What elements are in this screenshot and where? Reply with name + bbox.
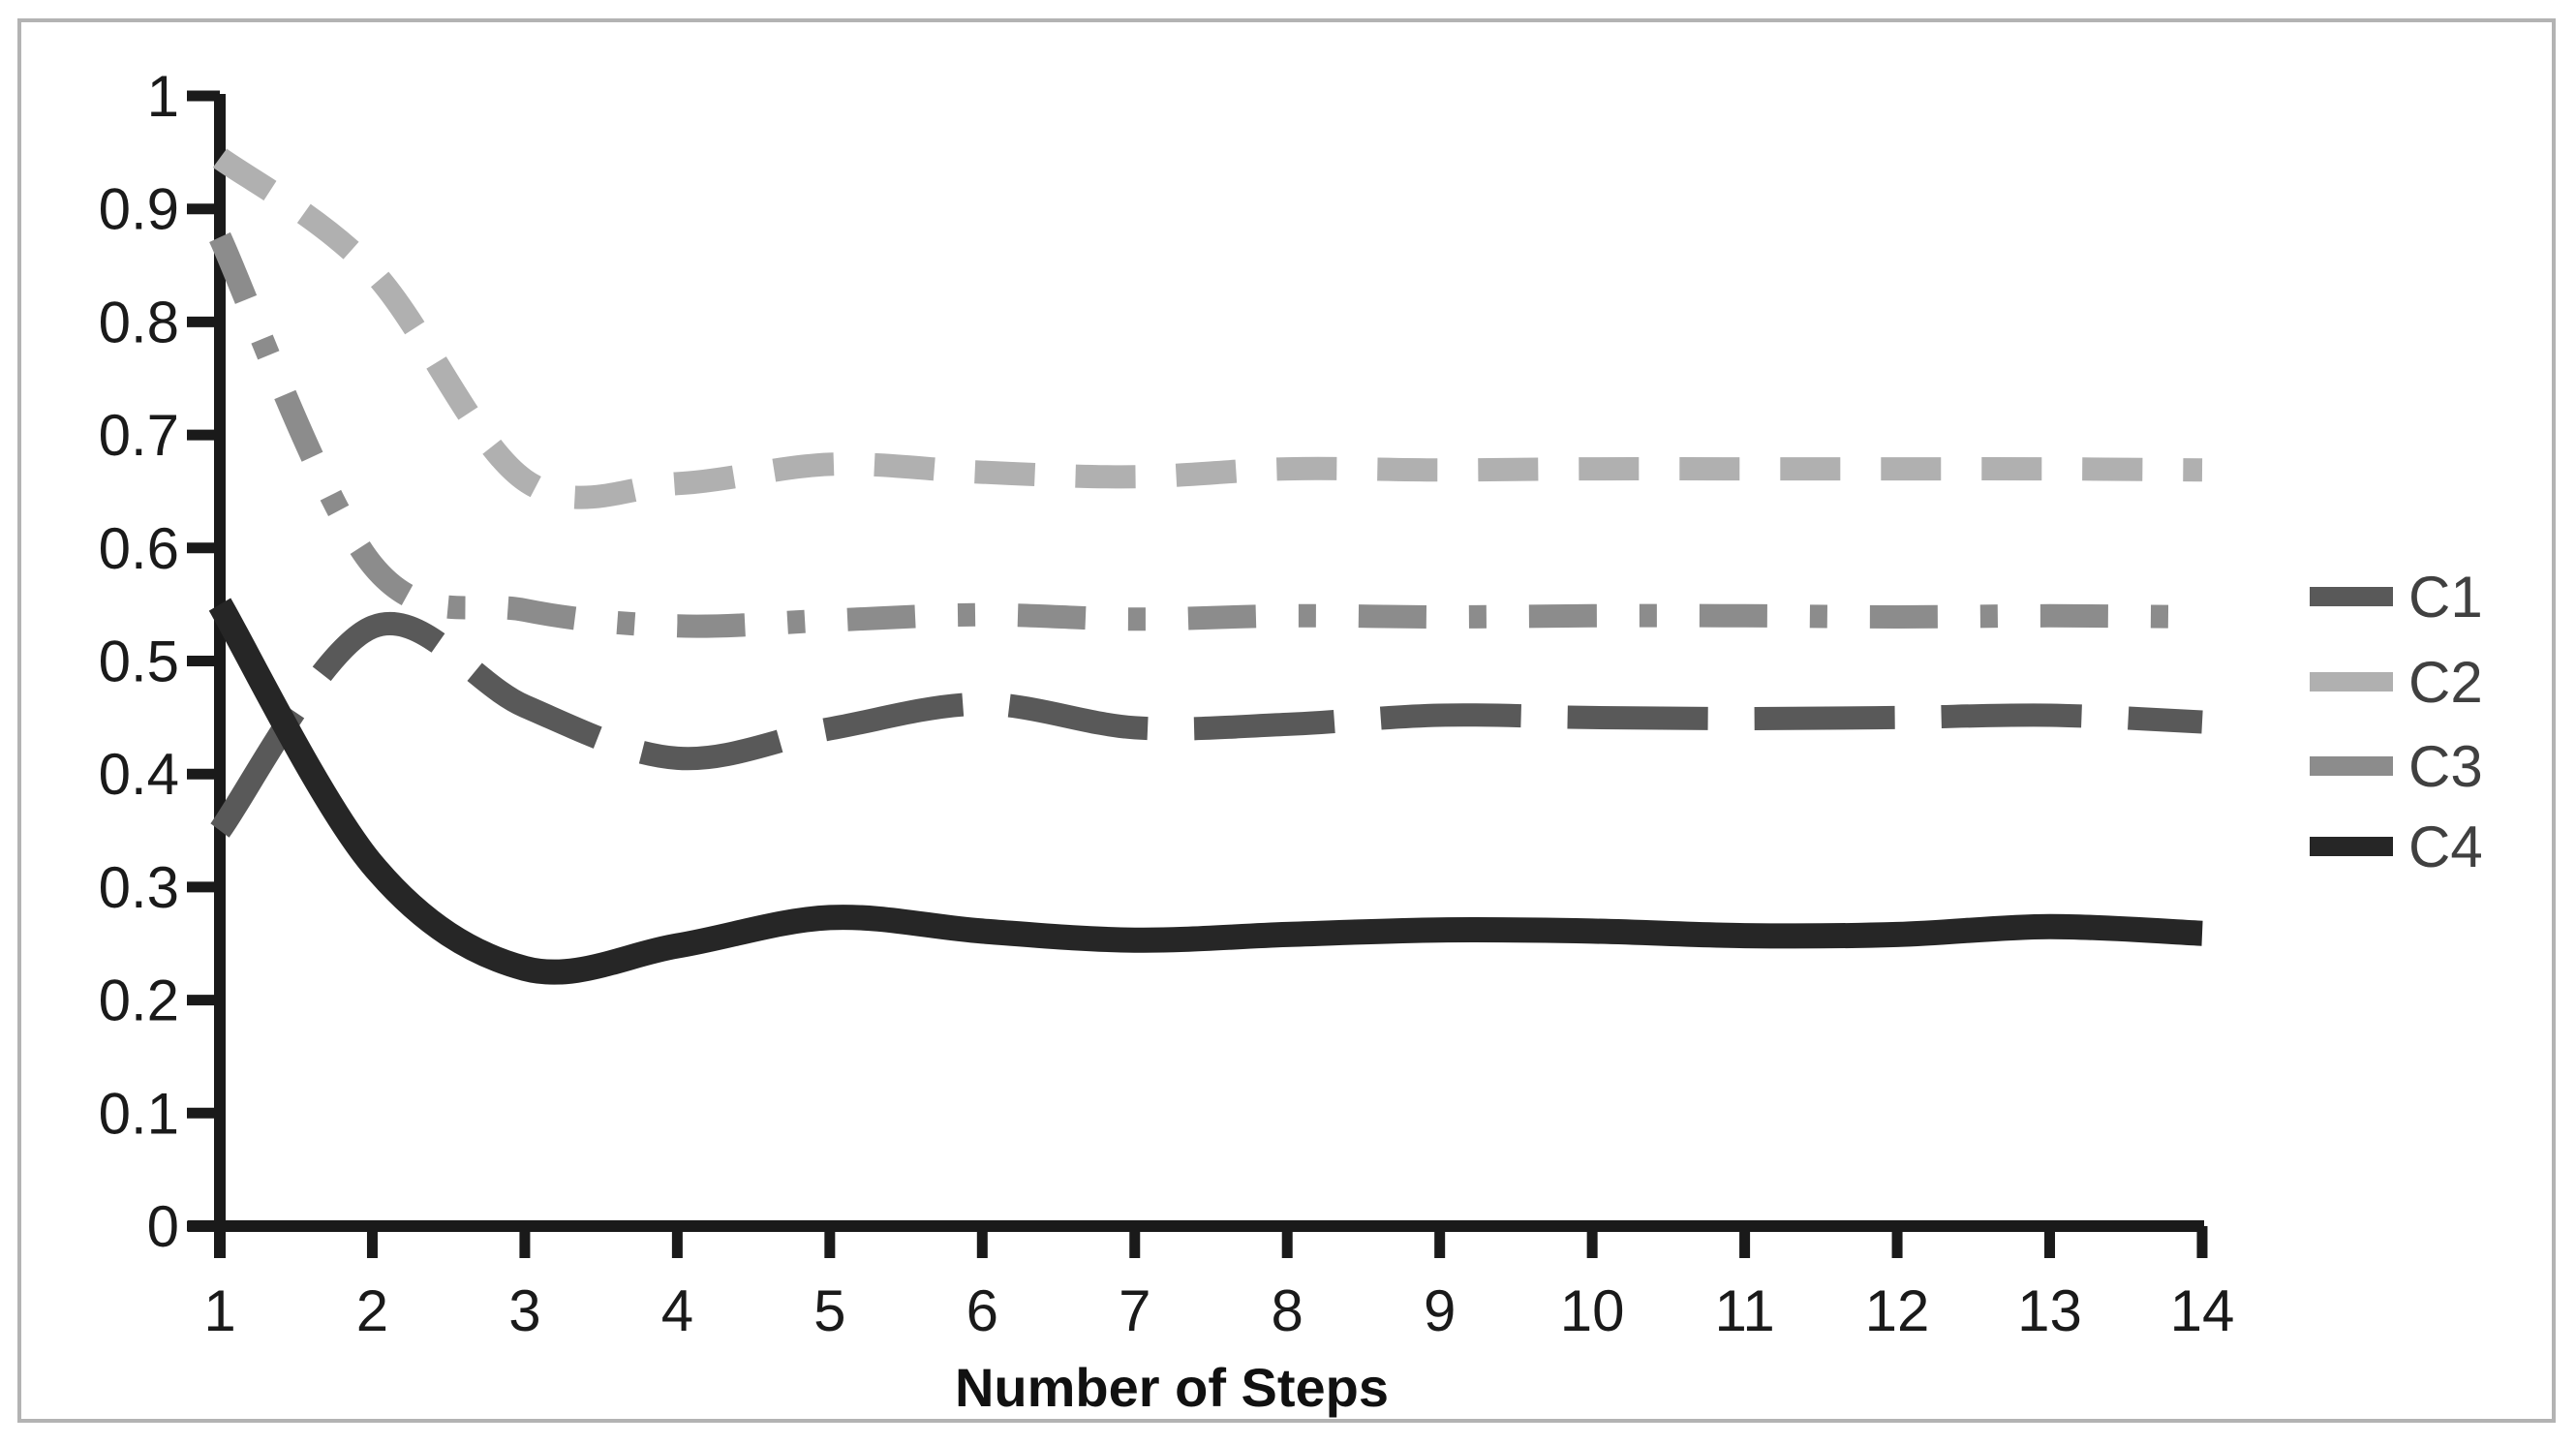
x-tick-label-13: 13 (2017, 1278, 2082, 1343)
x-tick-label-1: 1 (203, 1278, 235, 1343)
x-tick-label-6: 6 (966, 1278, 998, 1343)
y-tick-label-0.2: 0.2 (99, 968, 179, 1033)
legend-swatch-C1 (2310, 587, 2393, 606)
legend-label-C1: C1 (2408, 565, 2483, 630)
x-tick-label-7: 7 (1119, 1278, 1150, 1343)
x-tick-label-11: 11 (1714, 1278, 1774, 1343)
series-line-C3 (209, 231, 2203, 638)
y-tick-label-0.1: 0.1 (99, 1081, 179, 1146)
legend-swatch-C2 (2310, 672, 2393, 692)
y-tick-label-0.8: 0.8 (99, 290, 179, 354)
legend-item-C4: C4 (2310, 815, 2483, 879)
legend-label-C3: C3 (2408, 734, 2483, 799)
x-tick-label-5: 5 (813, 1278, 845, 1343)
series-line-C1 (210, 612, 2203, 838)
x-tick-label-12: 12 (1865, 1278, 1930, 1343)
x-axis-title: Number of Steps (955, 1357, 1389, 1418)
series-line-C4 (208, 598, 2203, 985)
y-tick-label-0.7: 0.7 (99, 403, 179, 468)
y-tick-label-0.4: 0.4 (99, 742, 179, 807)
legend-item-C1: C1 (2310, 565, 2483, 630)
x-tick-label-9: 9 (1424, 1278, 1456, 1343)
y-tick-label-0.6: 0.6 (99, 516, 179, 581)
legend: C1 C2 C3 C4 (2310, 565, 2483, 879)
legend-label-C2: C2 (2408, 650, 2483, 715)
y-tick-label-0.3: 0.3 (99, 855, 179, 920)
x-tick-label-14: 14 (2170, 1278, 2235, 1343)
x-tick-label-8: 8 (1272, 1278, 1303, 1343)
legend-item-C2: C2 (2310, 650, 2483, 715)
y-tick-label-1: 1 (147, 64, 179, 129)
x-tick-label-3: 3 (508, 1278, 540, 1343)
y-tick-label-0.5: 0.5 (99, 630, 179, 694)
series-line-C2 (212, 148, 2203, 509)
y-tick-label-0.9: 0.9 (99, 177, 179, 242)
y-tick-label-0: 0 (147, 1194, 179, 1259)
figure-border (17, 18, 2556, 1423)
legend-item-C3: C3 (2310, 734, 2483, 799)
x-tick-label-10: 10 (1560, 1278, 1625, 1343)
legend-label-C4: C4 (2408, 815, 2483, 879)
x-tick-label-2: 2 (356, 1278, 388, 1343)
legend-swatch-C4 (2310, 837, 2393, 856)
x-tick-label-4: 4 (661, 1278, 693, 1343)
legend-swatch-C3 (2310, 756, 2393, 776)
